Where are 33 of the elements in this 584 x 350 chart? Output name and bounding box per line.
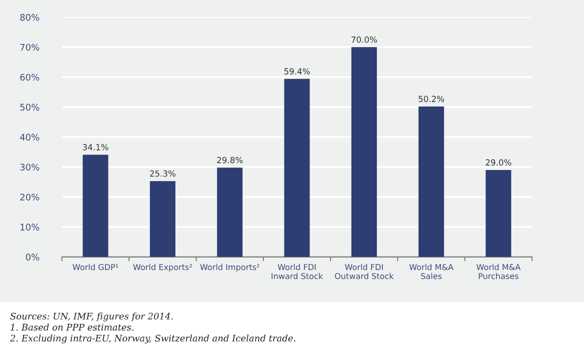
data-label: 34.1%	[82, 144, 108, 150]
x-tick-label: World FDI Inward Stock	[272, 264, 324, 280]
data-label: 59.4%	[284, 68, 310, 74]
y-tick-label: 50%	[20, 104, 40, 111]
data-label: 29.0%	[486, 159, 512, 166]
bar	[284, 78, 310, 257]
bar	[351, 47, 377, 257]
x-tick-label: World M&A Sales	[409, 264, 454, 280]
bar	[486, 170, 512, 257]
source-note: Sources: UN, IMF, figures for 2014.	[10, 312, 173, 322]
x-tick-label: World M&A Purchases	[476, 264, 521, 280]
text: 2. Excluding intra-EU, Norway, Switzerland and Iceland trade.	[10, 334, 296, 344]
bar	[217, 168, 243, 257]
y-tick-label: 20%	[20, 194, 40, 201]
data-label: 50.2%	[418, 96, 444, 102]
y-tick-label: 40%	[20, 134, 40, 141]
bar	[150, 181, 176, 257]
text: 1. Based on PPP estimates.	[10, 324, 134, 331]
y-tick-label: 10%	[20, 224, 40, 230]
bar	[82, 154, 108, 257]
data-label: 70.0%	[352, 36, 377, 43]
x-tick-label: World FDI Outward Stock	[334, 264, 394, 280]
data-label: 25.3%	[150, 170, 176, 177]
x-tick-label: World GDP¹	[72, 264, 118, 270]
bar	[418, 106, 444, 257]
y-tick-label: 60%	[20, 74, 40, 81]
y-tick-label: 80%	[20, 14, 40, 21]
x-tick-label: World Imports²	[200, 264, 260, 272]
y-tick-label: 70%	[20, 44, 40, 51]
y-tick-label: 0%	[26, 254, 40, 260]
y-tick-label: 30%	[20, 164, 40, 171]
data-label: 29.8%	[217, 156, 243, 164]
x-tick-label: World Exports²	[133, 264, 192, 272]
